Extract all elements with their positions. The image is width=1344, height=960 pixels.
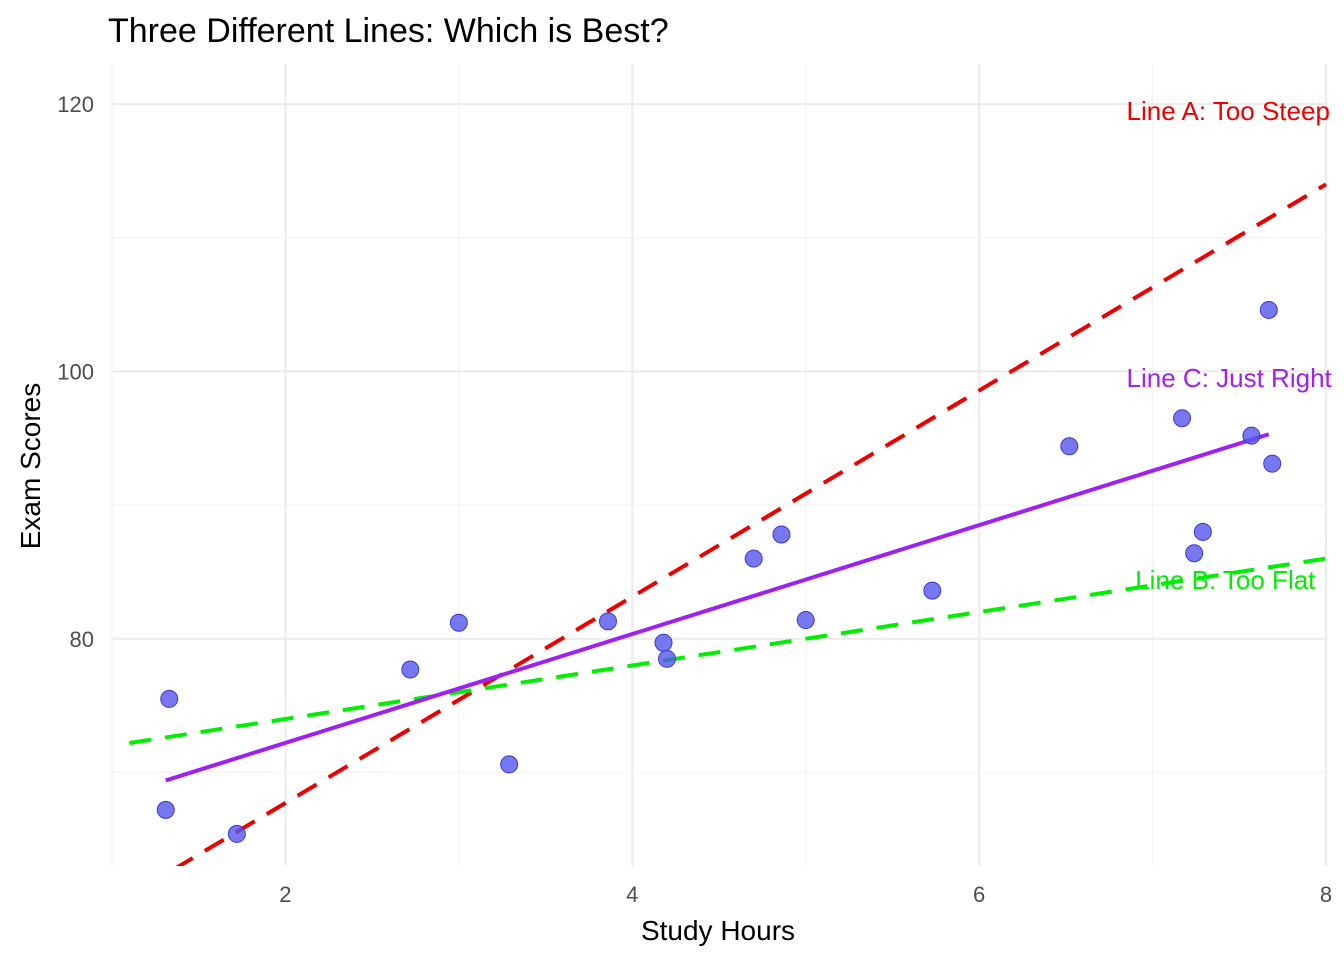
fit-line — [165, 432, 1270, 783]
y-tick-label: 80 — [70, 627, 94, 652]
y-tick-label: 120 — [57, 92, 94, 117]
data-point — [1263, 454, 1282, 473]
data-point — [744, 549, 763, 568]
x-tick-label: 8 — [1320, 882, 1332, 907]
x-tick-label: 6 — [973, 882, 985, 907]
data-point — [599, 612, 618, 631]
line-label: Line C: Just Right — [1127, 363, 1333, 393]
data-point — [1173, 409, 1192, 428]
data-point — [772, 525, 791, 544]
line-label: Line A: Too Steep — [1127, 96, 1330, 126]
x-tick-label: 2 — [279, 882, 291, 907]
data-point — [1185, 544, 1204, 563]
data-point — [923, 581, 942, 600]
data-point — [1193, 522, 1212, 541]
fit-line — [129, 556, 1327, 746]
line-label: Line B: Too Flat — [1135, 565, 1316, 595]
fit-lines — [129, 182, 1328, 866]
data-point — [654, 633, 673, 652]
data-points — [156, 300, 1282, 843]
data-point — [500, 755, 519, 774]
data-point — [1242, 426, 1261, 445]
data-point — [160, 689, 179, 708]
data-point — [156, 800, 175, 819]
data-point — [1060, 437, 1079, 456]
chart-title: Three Different Lines: Which is Best? — [108, 12, 669, 50]
data-point — [796, 611, 815, 630]
y-tick-label: 100 — [57, 359, 94, 384]
data-point — [449, 613, 468, 632]
plot-area: Line A: Too Steep Line C: Just Right Line … — [111, 64, 1333, 866]
fit-line — [175, 182, 1328, 866]
line-annotations: Line A: Too Steep Line C: Just Right Line … — [1127, 96, 1333, 595]
y-axis-title: Exam Scores — [15, 383, 46, 550]
data-point — [657, 649, 676, 668]
x-axis-ticks: 2 4 6 8 — [279, 882, 1332, 907]
x-axis-title: Study Hours — [641, 915, 795, 946]
data-point — [401, 660, 420, 679]
data-point — [1259, 300, 1278, 319]
y-axis-ticks: 80 100 120 — [57, 92, 94, 652]
data-point — [227, 824, 246, 843]
x-tick-label: 4 — [626, 882, 638, 907]
grid — [111, 64, 1327, 866]
